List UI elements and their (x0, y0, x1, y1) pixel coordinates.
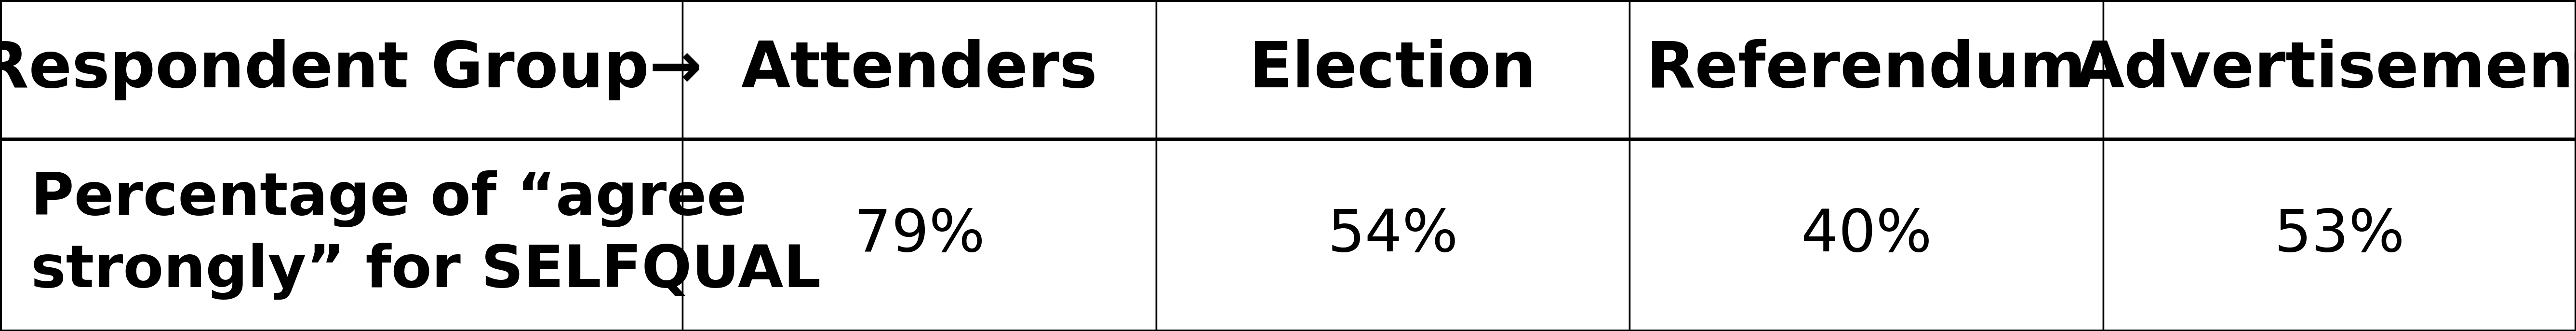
Text: Referendum: Referendum (1646, 39, 2087, 100)
Bar (1157, 0, 1631, 139)
Text: Respondent Group→: Respondent Group→ (0, 39, 703, 100)
Bar (683, 0, 1157, 139)
Text: 54%: 54% (1327, 207, 1458, 263)
Text: Attenders: Attenders (742, 39, 1097, 100)
Bar (2102, 0, 2576, 139)
Bar (1157, 139, 1631, 331)
Text: Percentage of “agree
strongly” for SELFQUAL: Percentage of “agree strongly” for SELFQ… (31, 170, 822, 300)
Text: 40%: 40% (1801, 207, 1932, 263)
Text: 53%: 53% (2275, 207, 2406, 263)
Text: Election: Election (1249, 39, 1535, 100)
Bar (2102, 139, 2576, 331)
Bar (1631, 0, 2102, 139)
Text: Advertisement: Advertisement (2076, 39, 2576, 100)
Bar (0, 0, 683, 139)
Bar (1631, 139, 2102, 331)
Bar (683, 139, 1157, 331)
Text: 79%: 79% (853, 207, 984, 263)
Bar (0, 139, 683, 331)
